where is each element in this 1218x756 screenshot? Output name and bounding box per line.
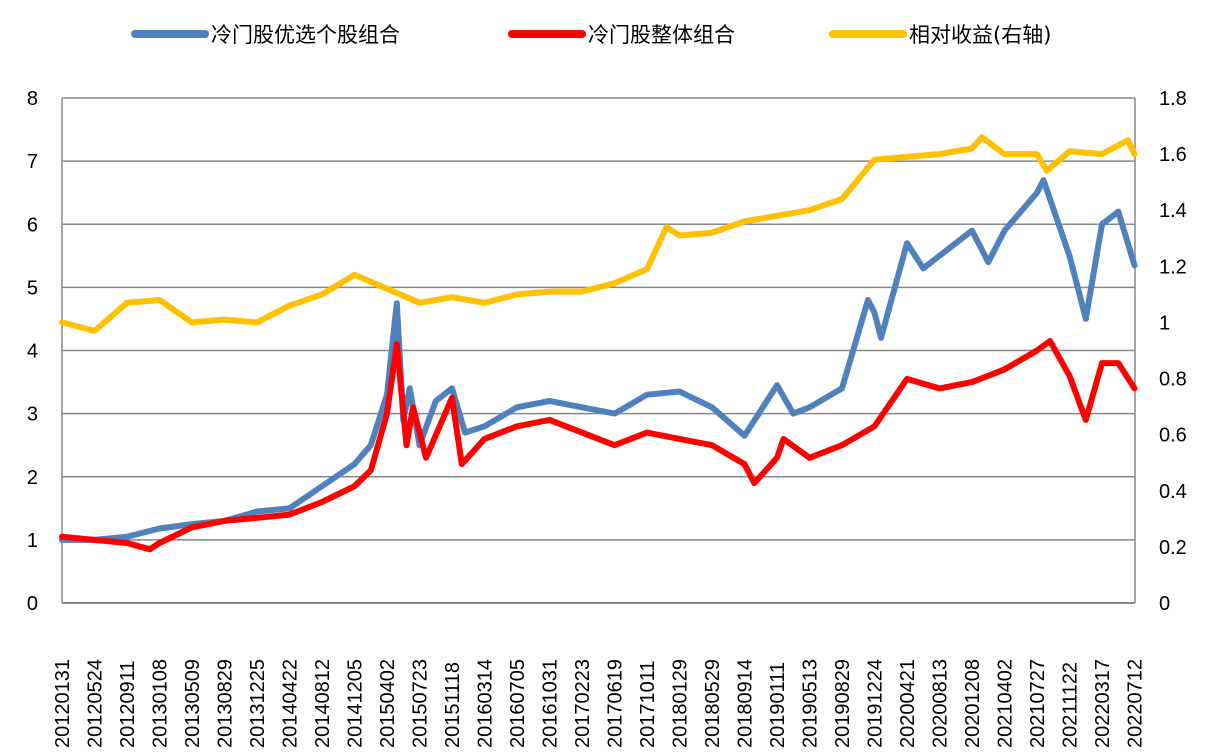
x-tick-label: 20200421 bbox=[897, 659, 919, 748]
x-tick-label: 20210402 bbox=[995, 659, 1017, 748]
x-tick-label: 20131225 bbox=[247, 659, 269, 748]
x-tick-label: 20170223 bbox=[572, 659, 594, 748]
legend-label-0: 冷门股优选个股组合 bbox=[211, 23, 400, 47]
y-left-tick-label: 5 bbox=[27, 277, 38, 299]
x-tick-label: 20170619 bbox=[605, 659, 627, 748]
y-left-tick-label: 7 bbox=[27, 151, 38, 173]
x-tick-label: 20210727 bbox=[1027, 659, 1049, 748]
y-right-tick-label: 0 bbox=[1159, 593, 1170, 615]
y-right-tick-label: 0.4 bbox=[1159, 481, 1187, 503]
series-line-1 bbox=[59, 338, 1138, 553]
x-tick-label: 20180529 bbox=[702, 659, 724, 748]
x-tick-label: 20180914 bbox=[735, 659, 757, 748]
series-lines bbox=[59, 134, 1138, 553]
x-tick-label: 20200813 bbox=[930, 659, 952, 748]
x-tick-label: 20161031 bbox=[540, 659, 562, 748]
y-left-tick-label: 3 bbox=[27, 404, 38, 426]
y-left-tick-label: 2 bbox=[27, 467, 38, 489]
x-tick-label: 20130509 bbox=[182, 659, 204, 748]
x-tick-label: 20211122 bbox=[1060, 662, 1082, 748]
x-tick-label: 20201208 bbox=[962, 659, 984, 748]
x-tick-label: 20160314 bbox=[475, 659, 497, 748]
y-right-tick-label: 1.2 bbox=[1159, 256, 1187, 278]
y-left-tick-label: 8 bbox=[27, 88, 38, 110]
y-right-tick-label: 1 bbox=[1159, 312, 1170, 334]
x-tick-label: 20130829 bbox=[215, 659, 237, 748]
x-tick-label: 20220712 bbox=[1125, 659, 1147, 748]
x-tick-label: 20120524 bbox=[85, 659, 107, 748]
y-left-tick-label: 6 bbox=[27, 214, 38, 236]
x-tick-label: 20151118 bbox=[442, 662, 464, 748]
gridlines bbox=[62, 97, 1135, 541]
x-tick-label: 20191224 bbox=[865, 659, 887, 748]
x-tick-label: 20120911 bbox=[117, 661, 139, 749]
y-right-tick-label: 1.8 bbox=[1159, 88, 1187, 110]
x-tick-label: 20190513 bbox=[800, 659, 822, 748]
x-tick-label: 20130108 bbox=[150, 659, 172, 748]
axes: 0 1 2 3 4 5 6 7 8 0 0.2 0.4 0.6 0.8 1 1.2 1.4 1.6 1.8 20120… bbox=[27, 88, 1187, 748]
x-tick-label: 20140812 bbox=[312, 659, 334, 748]
x-tick-label: 20180129 bbox=[670, 659, 692, 748]
x-tick-label: 20150723 bbox=[410, 659, 432, 748]
y-right-tick-label: 0.8 bbox=[1159, 369, 1187, 391]
x-tick-label: 20171011 bbox=[637, 661, 659, 749]
y-right-tick-label: 1.6 bbox=[1159, 144, 1187, 166]
x-tick-label: 20220317 bbox=[1092, 659, 1114, 748]
x-tick-label: 20160705 bbox=[507, 659, 529, 748]
y-left-tick-label: 0 bbox=[27, 593, 38, 615]
y-right-tick-label: 0.2 bbox=[1159, 537, 1187, 559]
x-tick-label: 20140422 bbox=[280, 659, 302, 748]
legend: 冷门股优选个股组合 冷门股整体组合 相对收益(右轴) bbox=[131, 23, 1051, 47]
legend-label-2: 相对收益(右轴) bbox=[909, 23, 1051, 47]
legend-label-1: 冷门股整体组合 bbox=[588, 23, 735, 47]
y-left-tick-label: 1 bbox=[27, 530, 38, 552]
x-tick-label: 20190829 bbox=[832, 659, 854, 748]
x-tick-label: 20141205 bbox=[345, 659, 367, 748]
x-tick-label: 20120131 bbox=[52, 659, 74, 748]
y-left-tick-label: 4 bbox=[27, 341, 38, 363]
x-tick-label: 20150402 bbox=[377, 659, 399, 748]
y-right-tick-label: 1.4 bbox=[1159, 200, 1187, 222]
series-line-2 bbox=[59, 134, 1138, 334]
x-tick-label: 20190111 bbox=[767, 662, 789, 748]
series-line-0 bbox=[59, 177, 1138, 543]
y-right-tick-label: 0.6 bbox=[1159, 425, 1187, 447]
